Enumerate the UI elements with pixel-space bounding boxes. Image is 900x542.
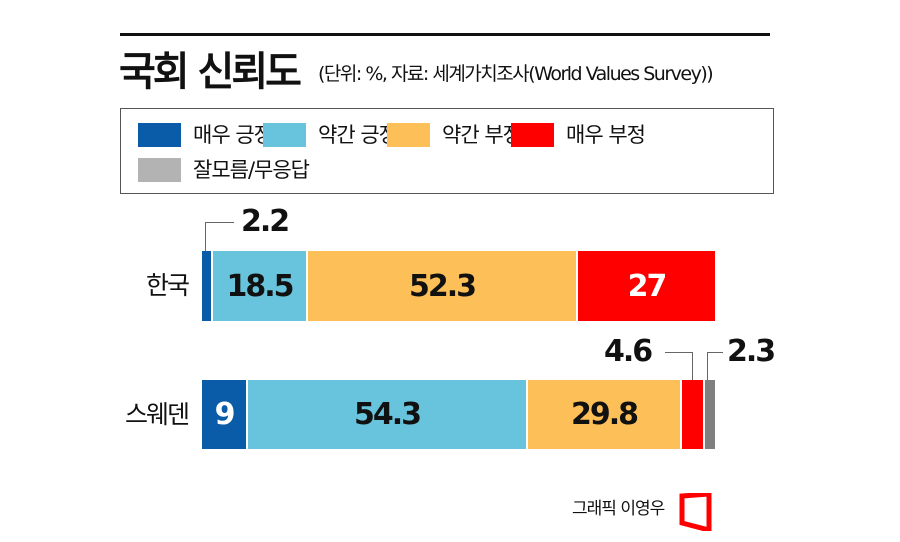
segment-very-negative: 27: [578, 251, 715, 321]
legend: 매우 긍정 약간 긍정 약간 부정 매우 부정 잘모름/무응답: [120, 108, 774, 194]
legend-swatch: [387, 123, 430, 147]
row-label-korea: 한국: [145, 271, 190, 300]
row-label-sweden: 스웨덴: [124, 400, 190, 429]
segment-value: 29.8: [570, 397, 639, 432]
legend-item-somewhat-negative: 약간 부정: [387, 122, 522, 148]
bar-sweden: 9 54.3 29.8: [202, 380, 715, 449]
graphic-credit: 그래픽 이영우: [572, 499, 665, 519]
legend-label: 약간 부정: [442, 123, 522, 147]
callout-sweden-dont-know: 2.3: [727, 334, 776, 369]
legend-label: 매우 긍정: [193, 123, 273, 147]
callout-korea-very-positive: 2.2: [241, 204, 290, 239]
legend-swatch: [263, 123, 306, 147]
segment-dont-know: [705, 380, 715, 449]
leader-line: [665, 352, 693, 380]
segment-very-negative: [682, 380, 705, 449]
legend-label: 매우 부정: [566, 123, 646, 147]
legend-item-dont-know: 잘모름/무응답: [138, 157, 310, 183]
segment-value: 52.3: [408, 268, 477, 304]
segment-value: 54.3: [353, 397, 422, 432]
segment-value: 9: [214, 397, 236, 432]
segment-somewhat-negative: 29.8: [528, 380, 682, 449]
segment-value: 27: [627, 268, 668, 304]
publisher-logo-icon: [679, 493, 712, 531]
legend-swatch: [138, 158, 181, 182]
legend-item-somewhat-positive: 약간 긍정: [263, 122, 398, 148]
chart-title: 국회 신뢰도: [119, 49, 302, 95]
segment-value: 18.5: [226, 268, 294, 304]
segment-very-positive: [202, 251, 213, 321]
segment-somewhat-positive: 18.5: [213, 251, 308, 321]
legend-item-very-negative: 매우 부정: [511, 122, 646, 148]
legend-item-very-positive: 매우 긍정: [138, 122, 273, 148]
legend-label: 약간 긍정: [318, 123, 398, 147]
legend-swatch: [138, 123, 181, 147]
legend-swatch: [511, 123, 554, 147]
segment-very-positive: 9: [202, 380, 248, 449]
callout-sweden-very-negative: 4.6: [604, 334, 653, 369]
legend-label: 잘모름/무응답: [193, 158, 310, 182]
bar-korea: 18.5 52.3 27: [202, 251, 715, 321]
segment-somewhat-positive: 54.3: [248, 380, 528, 449]
leader-line: [707, 352, 723, 380]
chart-subtitle: (단위: %, 자료: 세계가치조사(World Values Survey)): [318, 63, 714, 85]
segment-somewhat-negative: 52.3: [308, 251, 578, 321]
top-rule: [120, 33, 770, 36]
leader-line: [205, 222, 234, 251]
